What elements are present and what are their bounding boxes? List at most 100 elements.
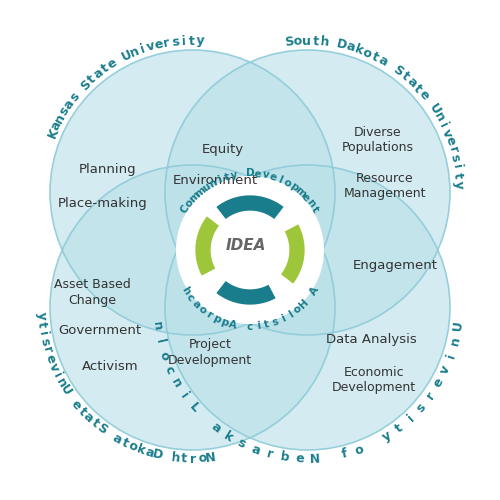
Text: r: r: [204, 309, 214, 320]
Text: s: s: [271, 316, 280, 328]
Text: u: u: [302, 34, 311, 48]
Text: l: l: [276, 174, 284, 185]
Text: H: H: [298, 298, 311, 310]
Text: Diverse
Populations: Diverse Populations: [342, 126, 413, 154]
Text: y: y: [34, 311, 48, 320]
Text: h: h: [170, 451, 180, 465]
Text: i: i: [50, 370, 64, 380]
Text: K: K: [45, 126, 61, 140]
Text: n: n: [208, 177, 218, 190]
Text: i: i: [216, 174, 224, 185]
Text: a: a: [208, 420, 223, 436]
Text: t: t: [398, 70, 411, 84]
Text: l: l: [286, 310, 295, 320]
Text: f: f: [340, 448, 349, 462]
Text: t: t: [99, 62, 112, 76]
Text: a: a: [250, 442, 262, 458]
Text: t: t: [264, 319, 270, 330]
Text: N: N: [310, 452, 320, 466]
Text: i: i: [36, 330, 50, 336]
Text: t: t: [393, 421, 406, 435]
Text: A: A: [228, 319, 238, 330]
Text: e: e: [254, 168, 262, 179]
Text: a: a: [190, 298, 202, 310]
Text: e: e: [153, 38, 164, 52]
Text: e: e: [431, 376, 446, 390]
Text: t: t: [189, 34, 195, 48]
Text: D: D: [246, 168, 254, 178]
Text: a: a: [49, 119, 64, 132]
Text: Resource
Management: Resource Management: [344, 172, 426, 200]
Text: Engagement: Engagement: [352, 260, 438, 272]
Text: k: k: [222, 429, 235, 444]
Text: IDEA: IDEA: [226, 238, 266, 252]
Text: s: s: [67, 90, 82, 104]
Text: h: h: [179, 285, 192, 296]
Text: s: s: [448, 153, 462, 164]
Text: e: e: [42, 352, 58, 365]
Circle shape: [165, 165, 450, 450]
Text: v: v: [46, 361, 61, 374]
Text: y: y: [196, 34, 205, 48]
Text: Project
Development: Project Development: [168, 338, 252, 367]
Circle shape: [50, 165, 335, 450]
Text: i: i: [178, 390, 191, 401]
Text: o: o: [198, 452, 207, 466]
Text: a: a: [91, 66, 106, 82]
Text: Environment: Environment: [172, 174, 258, 188]
Text: t: t: [370, 50, 381, 64]
Text: m: m: [187, 190, 202, 204]
Text: i: i: [436, 120, 450, 130]
Text: i: i: [444, 352, 458, 360]
Text: n: n: [304, 197, 316, 209]
Text: a: a: [110, 431, 124, 446]
Text: o: o: [293, 34, 302, 48]
Text: a: a: [144, 446, 156, 460]
Text: r: r: [163, 36, 171, 50]
Text: S: S: [390, 63, 406, 79]
Text: Asset Based
Change: Asset Based Change: [54, 278, 131, 307]
Text: t: t: [35, 320, 48, 328]
Text: Activism: Activism: [82, 360, 138, 372]
Text: s: s: [171, 35, 179, 49]
Text: h: h: [320, 35, 330, 49]
Text: e: e: [105, 56, 120, 72]
Circle shape: [165, 50, 450, 335]
Text: o: o: [360, 46, 374, 61]
Text: t: t: [310, 204, 320, 214]
Text: p: p: [211, 313, 222, 325]
Circle shape: [50, 50, 335, 335]
Text: Place-making: Place-making: [58, 198, 148, 210]
Text: n: n: [52, 111, 68, 126]
Text: Data Analysis: Data Analysis: [326, 332, 416, 345]
Text: v: v: [261, 170, 270, 180]
Text: o: o: [126, 439, 140, 454]
Text: t: t: [411, 82, 424, 95]
Text: o: o: [196, 304, 208, 316]
Text: n: n: [168, 376, 184, 390]
Text: m: m: [193, 184, 208, 200]
Text: t: t: [452, 172, 465, 180]
Text: e: e: [416, 88, 432, 102]
Text: i: i: [138, 42, 146, 56]
Text: S: S: [78, 77, 94, 92]
Text: S: S: [284, 35, 294, 49]
Text: i: i: [181, 34, 186, 48]
Text: k: k: [135, 442, 147, 458]
Text: t: t: [88, 416, 102, 430]
Text: p: p: [220, 316, 230, 328]
Text: c: c: [162, 364, 176, 376]
Text: v: v: [438, 363, 454, 376]
Text: s: s: [236, 436, 248, 452]
Text: r: r: [190, 452, 196, 466]
Text: D: D: [152, 448, 164, 462]
Text: e: e: [300, 191, 312, 203]
Text: Economic
Development: Economic Development: [332, 366, 416, 394]
Text: Government: Government: [58, 324, 142, 338]
Text: u: u: [200, 181, 212, 194]
Text: e: e: [296, 452, 304, 466]
Text: o: o: [156, 350, 172, 362]
Text: t: t: [223, 172, 231, 182]
Text: U: U: [426, 102, 442, 118]
Text: N: N: [205, 451, 217, 465]
